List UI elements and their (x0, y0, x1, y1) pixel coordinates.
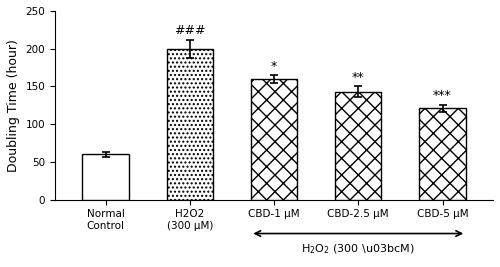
Bar (420, 108, 466, 199)
Text: **: ** (352, 71, 364, 84)
Text: ###: ### (174, 24, 206, 37)
Bar (166, 49, 213, 199)
Y-axis label: Doubling Time (hour): Doubling Time (hour) (7, 39, 20, 172)
Bar (335, 92, 382, 199)
Bar (82, 154, 128, 199)
Text: H$_2$O$_2$ (300 \u03bcM): H$_2$O$_2$ (300 \u03bcM) (302, 243, 415, 256)
Text: *: * (271, 60, 277, 73)
Bar (251, 79, 297, 199)
Text: ***: *** (433, 89, 452, 102)
